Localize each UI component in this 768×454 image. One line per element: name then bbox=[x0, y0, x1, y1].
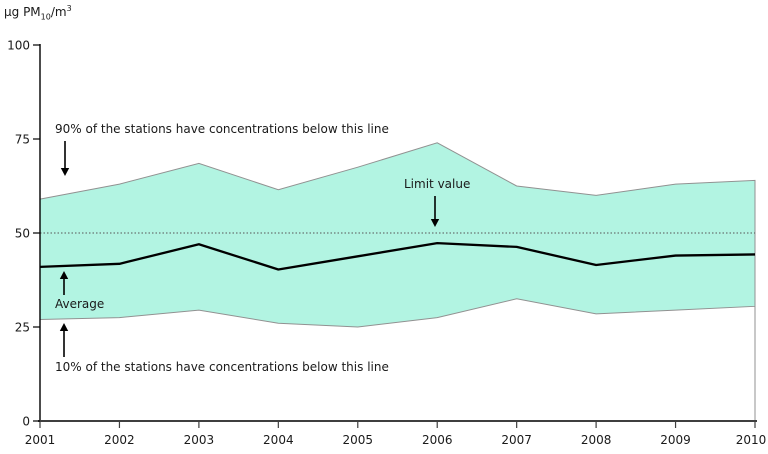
y-tick-label: 25 bbox=[15, 321, 30, 335]
y-tick-label: 50 bbox=[15, 227, 30, 241]
x-tick-label: 2001 bbox=[25, 433, 56, 447]
average-line bbox=[39, 242, 756, 271]
unit-superscript: 3 bbox=[66, 4, 72, 13]
annotation-arrow-head bbox=[60, 168, 70, 176]
y-tick-label: 0 bbox=[22, 415, 30, 429]
x-tick-label: 2008 bbox=[581, 433, 612, 447]
x-tick-label: 2010 bbox=[736, 433, 767, 447]
percentile-band bbox=[39, 142, 756, 328]
annotation-arrow-head bbox=[430, 219, 440, 227]
unit-prefix: µg PM bbox=[4, 5, 41, 19]
y-axis-unit-label: µg PM10/m3 bbox=[4, 4, 72, 21]
y-tick-label: 75 bbox=[15, 133, 30, 147]
x-tick-label: 2009 bbox=[660, 433, 691, 447]
x-tick-label: 2003 bbox=[184, 433, 215, 447]
unit-subscript: 10 bbox=[40, 12, 51, 22]
x-tick-label: 2006 bbox=[422, 433, 453, 447]
annotation-arrow-head bbox=[59, 271, 69, 279]
p90-annotation-label: 90% of the stations have concentrations … bbox=[55, 122, 389, 136]
annotation-arrow-head bbox=[59, 323, 69, 331]
y-tick-label: 100 bbox=[7, 39, 30, 53]
unit-mid: /m bbox=[50, 5, 67, 19]
x-tick-label: 2002 bbox=[104, 433, 135, 447]
x-tick-label: 2007 bbox=[501, 433, 532, 447]
x-tick-label: 2004 bbox=[263, 433, 294, 447]
x-tick-label: 2005 bbox=[343, 433, 374, 447]
limit-value-annotation-label: Limit value bbox=[404, 177, 470, 191]
p10-annotation-label: 10% of the stations have concentrations … bbox=[55, 360, 389, 374]
average-annotation-label: Average bbox=[55, 297, 104, 311]
